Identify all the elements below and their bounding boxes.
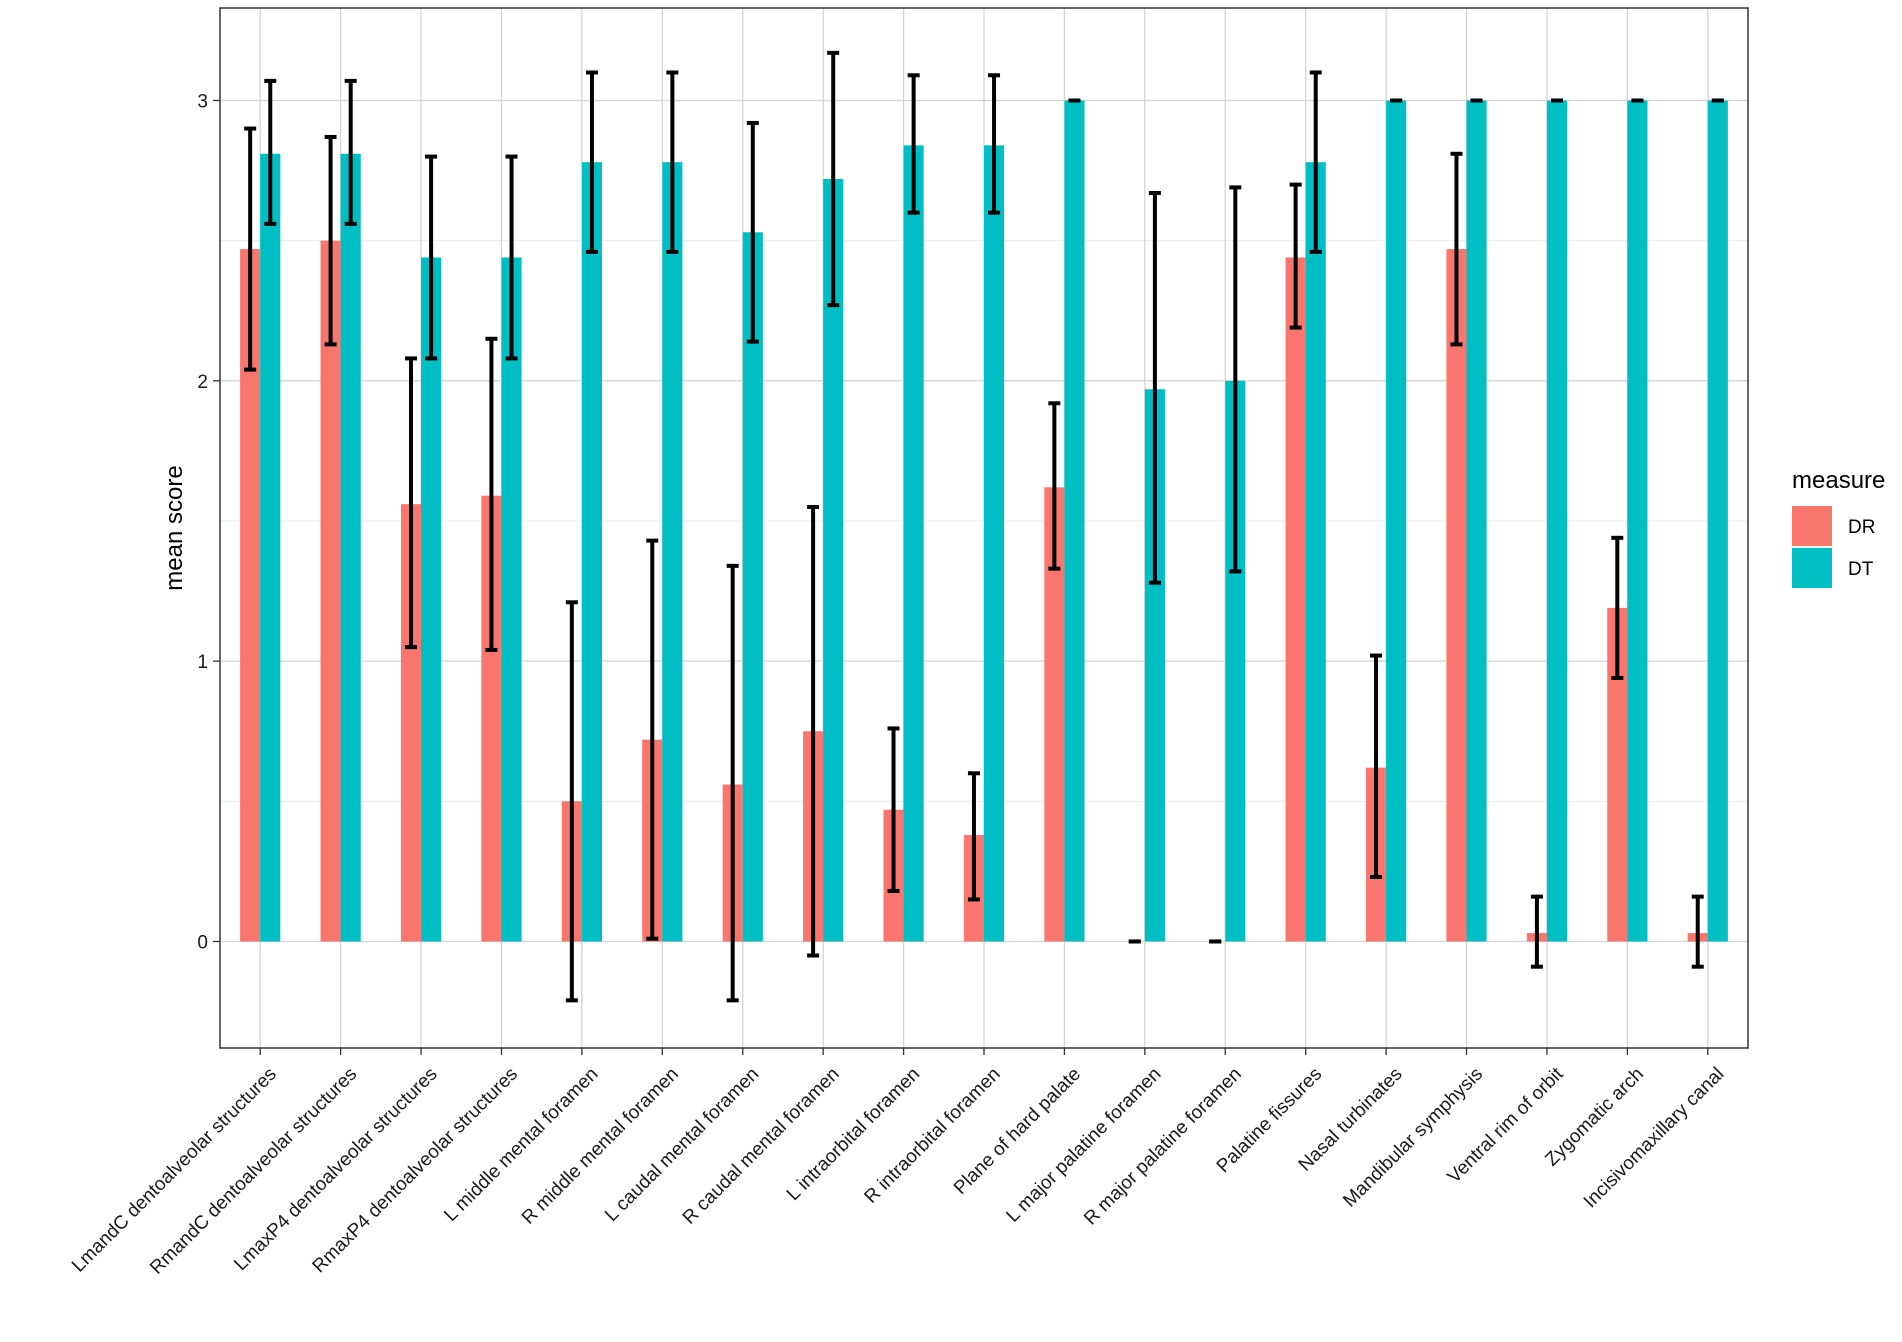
error-bar-dr	[1370, 653, 1383, 880]
error-bar-dr	[405, 356, 417, 650]
y-tick-label: 2	[197, 372, 208, 393]
y-axis-title: mean score	[161, 465, 188, 590]
error-bar-dr	[1611, 535, 1624, 680]
bar-dt	[823, 178, 844, 942]
bar-dt	[421, 257, 442, 942]
y-tick-label: 3	[197, 92, 208, 113]
bar-dr	[1446, 249, 1467, 942]
y-tick-label: 0	[197, 932, 208, 953]
error-bar-dr	[646, 538, 659, 941]
bar-dr	[1285, 257, 1306, 942]
bar-dt	[662, 162, 683, 942]
bar-dt	[1305, 162, 1326, 942]
error-bar-dr	[1450, 151, 1463, 347]
x-tick-label: R middle mental foramen	[518, 1064, 683, 1229]
bar-dr	[1044, 487, 1065, 942]
error-bar-dr	[565, 600, 578, 1003]
error-bar-dr	[1691, 894, 1704, 969]
legend-swatch-dt	[1792, 548, 1832, 588]
error-bar-dt	[264, 78, 277, 226]
error-bar-dt	[505, 154, 518, 361]
error-bar-dr	[887, 726, 900, 894]
bar-dt	[742, 232, 763, 942]
error-bar-dr	[1530, 894, 1543, 969]
bar-dt	[1225, 380, 1246, 942]
x-tick-label: R intraorbital foramen	[861, 1064, 1005, 1208]
error-bar-dr	[244, 126, 257, 372]
error-bar-dt	[344, 78, 357, 226]
bar-dt	[984, 145, 1005, 942]
error-bar-dr	[324, 134, 337, 347]
bar-dt	[1627, 100, 1648, 942]
error-bar-dr	[1289, 182, 1302, 330]
error-bar-dr	[485, 336, 498, 652]
error-bar-dt	[746, 120, 759, 344]
error-bar-dr	[726, 563, 739, 1003]
x-tick-label: R caudal mental foramen	[679, 1064, 844, 1229]
error-bar-dt	[425, 154, 438, 361]
bar-dr	[481, 495, 502, 942]
x-tick-label: L middle mental foramen	[440, 1064, 602, 1226]
error-bar-dt	[666, 70, 679, 254]
bar-dr	[400, 504, 422, 942]
bar-dt	[1546, 100, 1568, 942]
legend-swatch-dr	[1792, 506, 1832, 546]
bar-dt	[260, 153, 281, 942]
error-bar-dt	[907, 73, 920, 215]
legend-title: measure	[1792, 467, 1885, 494]
y-tick-label: 1	[197, 652, 208, 673]
bar-dt	[1064, 100, 1085, 942]
bar-dt	[501, 257, 522, 942]
x-tick-label: Incisivomaxillary canal	[1580, 1064, 1729, 1213]
bar-dt	[903, 145, 924, 942]
error-bar-dt	[1148, 191, 1161, 585]
error-bar-dt	[1229, 185, 1242, 574]
bar-dt	[1386, 100, 1407, 942]
error-bar-dt	[1309, 70, 1322, 254]
error-bar-dt	[988, 73, 1001, 215]
bar-dr	[320, 240, 341, 942]
x-tick-label: L major palatine foramen	[1002, 1064, 1165, 1227]
error-bars-layer	[244, 50, 1724, 1003]
bar-dr	[1607, 607, 1628, 942]
y-axis: 0 1 2 3	[197, 92, 220, 953]
bar-dt	[581, 162, 602, 942]
error-bar-dr	[967, 771, 980, 902]
error-bar-dt	[827, 50, 840, 308]
x-tick-label: L caudal mental foramen	[601, 1064, 763, 1226]
bar-dt	[1466, 100, 1487, 942]
x-tick-label: Mandibular symphysis	[1339, 1064, 1487, 1212]
bar-dt	[340, 153, 361, 942]
x-tick-label: R major palatine foramen	[1080, 1064, 1246, 1230]
error-bar-dr	[1048, 401, 1061, 571]
legend-items: DR DT	[1792, 506, 1875, 588]
bar-dt	[1707, 100, 1728, 942]
bar-dt	[1144, 389, 1165, 942]
error-bar-dr	[807, 504, 820, 958]
x-tick-label: L intraorbital foramen	[783, 1064, 924, 1205]
legend-label-dr: DR	[1848, 517, 1875, 538]
bar-dr	[240, 249, 261, 942]
legend-label-dt: DT	[1848, 559, 1874, 580]
error-bar-dt	[585, 70, 598, 254]
legend: measure DR DT	[1792, 467, 1885, 588]
